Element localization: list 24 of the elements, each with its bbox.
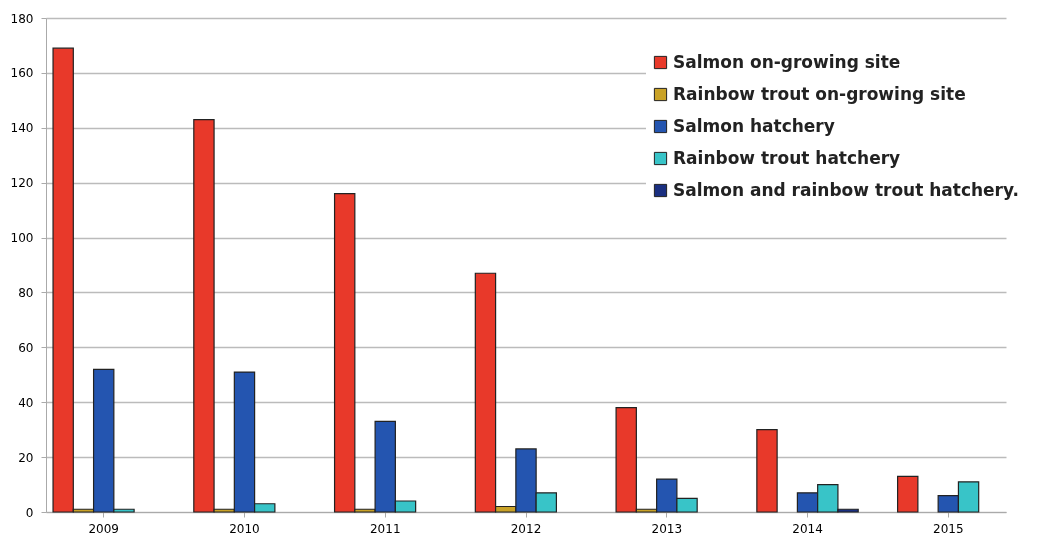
x-tick-label: 2015 (933, 521, 964, 536)
y-tick-label: 0 (25, 505, 34, 520)
legend-label: Rainbow trout on-growing site (673, 83, 966, 104)
x-tick-label: 2010 (229, 521, 260, 536)
y-tick-label: 120 (10, 176, 34, 191)
legend-label: Rainbow trout hatchery (673, 147, 901, 168)
y-tick-label: 80 (18, 285, 34, 300)
legend-label: Salmon on-growing site (673, 51, 901, 72)
bar (756, 429, 778, 513)
y-tick-label: 100 (10, 231, 34, 246)
y-tick-label: 40 (18, 395, 34, 410)
x-tick-label: 2012 (510, 521, 542, 536)
x-tick-label: 2013 (651, 521, 683, 536)
x-tick-label: 2011 (369, 521, 401, 536)
y-tick-label: 60 (18, 340, 34, 355)
bar (897, 475, 919, 513)
y-tick-label: 160 (10, 66, 34, 81)
legend-label: Salmon and rainbow trout hatchery. (673, 179, 1019, 200)
x-tick-label: 2014 (792, 521, 823, 536)
y-tick-label: 180 (10, 11, 34, 26)
y-tick-label: 140 (10, 121, 34, 136)
legend-label: Salmon hatchery (673, 115, 835, 136)
y-tick-label: 20 (18, 450, 34, 465)
x-tick-label: 2009 (88, 521, 119, 536)
